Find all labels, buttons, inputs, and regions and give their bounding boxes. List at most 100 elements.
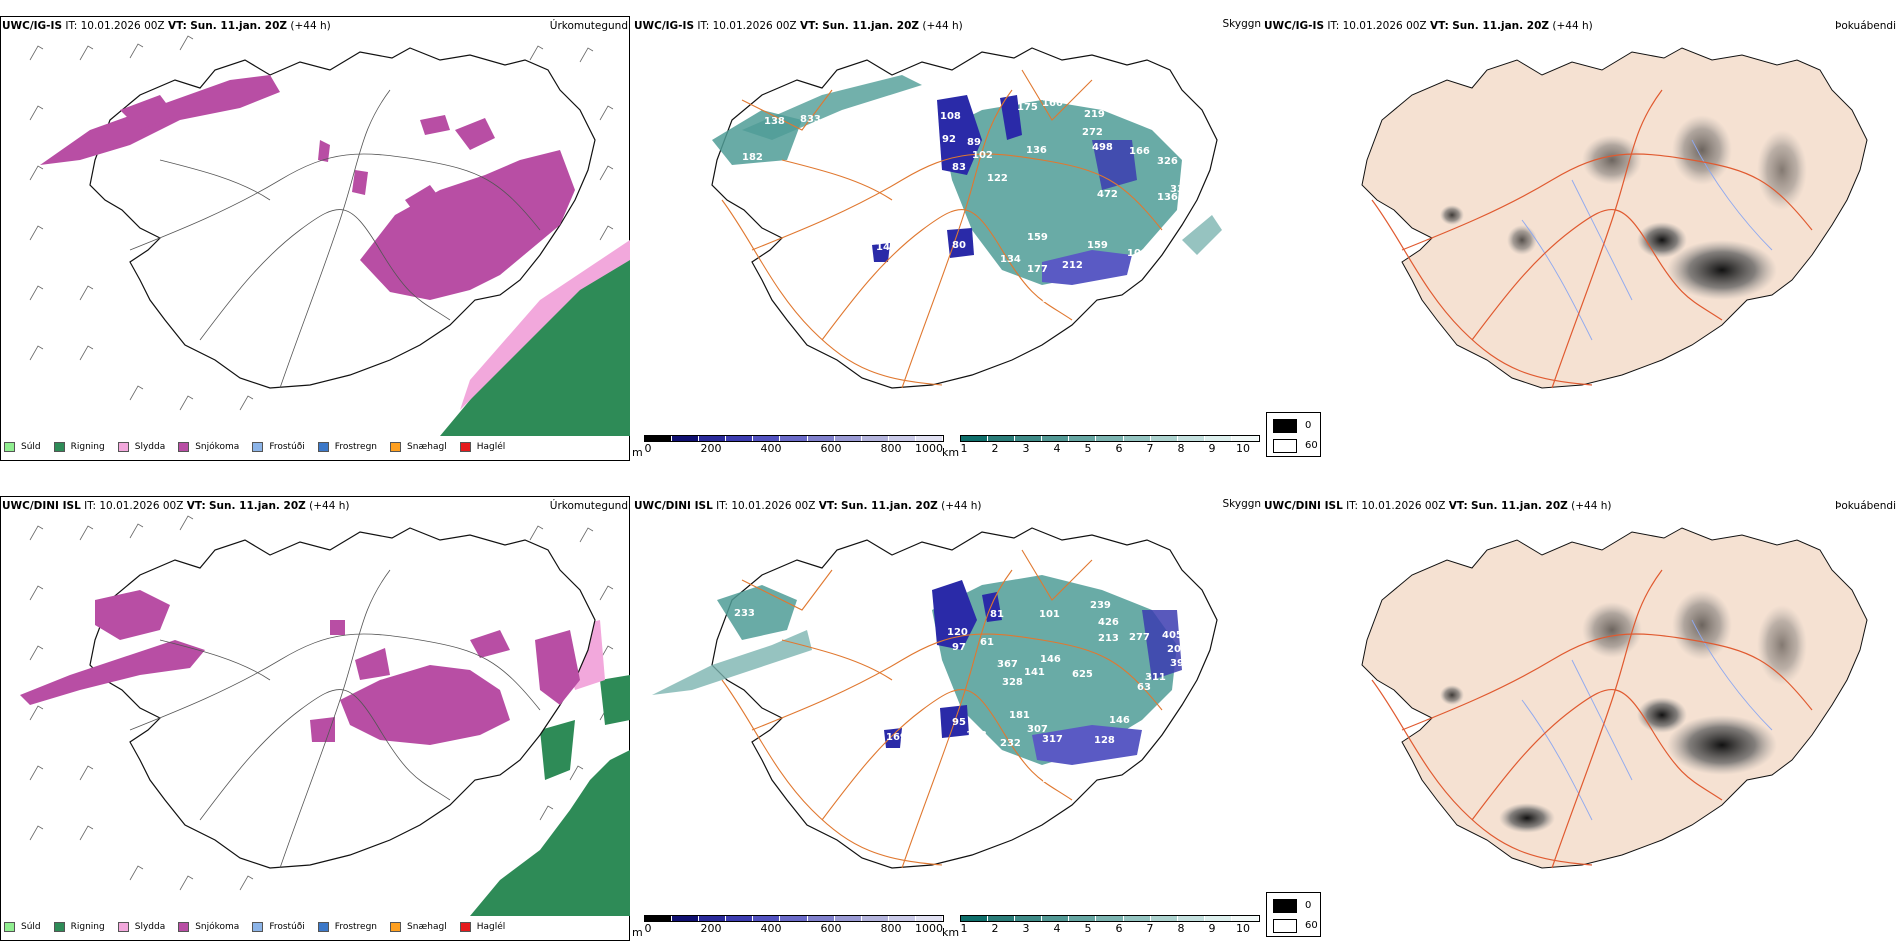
legend-swatch	[4, 922, 15, 932]
roads	[721, 549, 1163, 869]
colorbar-tick: 4	[1053, 922, 1061, 935]
vis-value: 183	[966, 730, 987, 741]
colorbar-unit-km: km	[942, 926, 960, 939]
fog-index-panel: UWC/DINI ISL IT: 10.01.2026 00Z VT: Sun.…	[1262, 480, 1900, 945]
vis-value: 232	[1000, 738, 1021, 749]
legend-swatch	[252, 442, 264, 452]
vis-value: 474	[830, 140, 851, 151]
colorbar-cell	[807, 436, 835, 441]
legend-item: Frostregn	[317, 922, 377, 932]
panel-title: UWC/DINI ISL IT: 10.01.2026 00Z VT: Sun.…	[2, 500, 350, 512]
colorbar-cell	[780, 916, 808, 921]
visibility-panel: 833 108 52 175 166 219 272 92 89 102 136…	[632, 0, 1262, 465]
island-outline	[1361, 47, 1868, 389]
vis-value: 95	[952, 717, 966, 728]
legend-swatch	[178, 922, 190, 932]
colorbar-cell	[834, 436, 862, 441]
colorbar-tick: 8	[1177, 922, 1185, 935]
colorbar-tick: 1000	[915, 442, 943, 455]
legend-item: Rigning	[53, 442, 105, 452]
vis-value: 166	[1129, 146, 1150, 157]
colorbar-ticks: 0 200 400 600 800 1000	[644, 922, 944, 935]
colorbar-unit-km: km	[942, 446, 960, 459]
fog-legend-label: 0	[1305, 420, 1312, 431]
vis-value: 212	[1062, 260, 1083, 271]
legend-swatch	[53, 442, 65, 452]
precip-type-panel: UWC/IG-IS IT: 10.01.2026 00Z VT: Sun. 11…	[0, 0, 632, 465]
colorbar-cell	[699, 916, 727, 921]
colorbar-cell	[1150, 916, 1178, 921]
vis-value: 181	[1009, 710, 1030, 721]
fog-patches	[1440, 590, 1807, 833]
vis-value: 177	[1027, 264, 1048, 275]
vis-value: 472	[1097, 189, 1118, 200]
legend-swatch	[117, 922, 129, 932]
colorbar-cell	[645, 916, 673, 921]
legend-item: Haglél	[459, 442, 505, 452]
vis-value: 101	[1039, 609, 1060, 620]
legend-swatch	[4, 442, 15, 452]
vis-value: 134	[1000, 254, 1021, 265]
vis-value: 233	[734, 608, 755, 619]
colorbar-tick: 0	[644, 922, 652, 935]
panel-variable-title: Skyggni	[1222, 498, 1263, 510]
visibility-panel: 233 302 239 426 101 120 81 213 277 405 9…	[632, 480, 1262, 945]
colorbar-cell	[1177, 916, 1205, 921]
legend-swatch	[53, 922, 65, 932]
legend-swatch	[459, 922, 471, 932]
vis-value: 213	[1098, 633, 1119, 644]
fog-patches	[1440, 115, 1807, 300]
colorbar-tick: 6	[1115, 442, 1123, 455]
vis-value: 175	[1017, 102, 1038, 113]
vis-value: 953	[1042, 774, 1063, 785]
colorbar-unit-m: m	[632, 446, 643, 459]
rain-area	[440, 250, 630, 436]
colorbar-cell	[1177, 436, 1205, 441]
colorbar-tick: 800	[880, 922, 902, 935]
colorbar-cell	[753, 436, 781, 441]
colorbar-cell	[1069, 436, 1097, 441]
colorbar-tick: 9	[1208, 922, 1216, 935]
panel-variable-title: Skyggni	[1222, 18, 1263, 30]
precip-legend: Súld Rigning Slydda Snjókoma Frostúði Fr…	[4, 439, 518, 455]
colorbar-cell	[1015, 916, 1043, 921]
legend-item: Frostúði	[252, 922, 305, 932]
colorbar-cell	[961, 436, 989, 441]
panel-variable-title: Úrkomutegund	[549, 20, 628, 32]
fog-legend-label: 60	[1305, 440, 1318, 451]
vis-value: 108	[940, 111, 961, 122]
visibility-labels: 233 302 239 426 101 120 81 213 277 405 9…	[734, 600, 1191, 785]
fog-swatch-60	[1273, 919, 1297, 933]
vis-value: 200	[1167, 644, 1188, 655]
colorbar-vis-km: 1 2 3 4 5 6 7 8 9 10	[960, 915, 1260, 935]
colorbar-cells	[644, 435, 944, 442]
legend-item: Snjókoma	[178, 922, 239, 932]
visibility-map: 833 108 52 175 166 219 272 92 89 102 136…	[711, 47, 1222, 389]
vis-value: 328	[1002, 677, 1023, 688]
legend-swatch	[317, 442, 329, 452]
colorbar-tick: 2	[991, 922, 999, 935]
forecast-row-igis: UWC/IG-IS IT: 10.01.2026 00Z VT: Sun. 11…	[0, 0, 1900, 465]
colorbar-cell	[1123, 436, 1151, 441]
snow-areas	[20, 590, 580, 745]
legend-item: Haglél	[459, 922, 505, 932]
colorbar-cell	[1204, 916, 1232, 921]
colorbar-tick: 7	[1146, 442, 1154, 455]
vis-value: 80	[952, 240, 966, 251]
colorbar-cell	[1096, 916, 1124, 921]
colorbar-cell	[780, 436, 808, 441]
legend-swatch	[252, 922, 264, 932]
vis-value: 277	[1129, 632, 1150, 643]
colorbar-cell	[726, 916, 754, 921]
precip-type-map	[29, 35, 630, 436]
panel-title: UWC/IG-IS IT: 10.01.2026 00Z VT: Sun. 11…	[634, 20, 963, 32]
vis-value: 63	[1137, 682, 1151, 693]
vis-value: 833	[800, 114, 821, 125]
legend-item: Rigning	[53, 922, 105, 932]
colorbar-cell	[645, 436, 673, 441]
colorbar-vis-m: 0 200 400 600 800 1000	[644, 435, 944, 455]
colorbar-tick: 10	[1236, 922, 1250, 935]
colorbar-tick: 2	[991, 442, 999, 455]
fog-legend: 0 60	[1266, 412, 1321, 457]
vis-value: 578	[1042, 294, 1063, 305]
